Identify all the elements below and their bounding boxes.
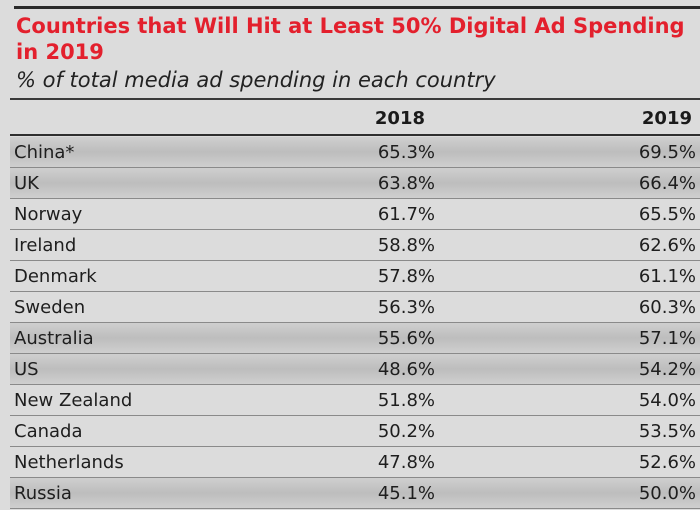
header-divider: [10, 134, 700, 136]
table-row: Sweden 56.3% 60.3%: [10, 292, 700, 323]
value-2018: 63.8%: [377, 173, 435, 194]
value-2018: 56.3%: [377, 297, 435, 318]
value-2018: 45.1%: [377, 483, 435, 504]
value-2019: 69.5%: [638, 142, 696, 163]
value-2019: 61.1%: [638, 266, 696, 287]
value-2019: 66.4%: [638, 173, 696, 194]
table-row: UK 63.8% 66.4%: [10, 168, 700, 199]
value-2019: 52.6%: [638, 452, 696, 473]
country-label: US: [14, 359, 39, 380]
table-row: New Zealand 51.8% 54.0%: [10, 385, 700, 416]
value-2018: 51.8%: [377, 390, 435, 411]
value-2018: 58.8%: [377, 235, 435, 256]
value-2019: 54.0%: [638, 390, 696, 411]
table-row: Ireland 58.8% 62.6%: [10, 230, 700, 261]
value-2019: 57.1%: [638, 328, 696, 349]
chart-subtitle: % of total media ad spending in each cou…: [16, 68, 496, 92]
country-label: Australia: [14, 328, 94, 349]
value-2018: 55.6%: [377, 328, 435, 349]
country-label: Canada: [14, 421, 83, 442]
value-2019: 65.5%: [638, 204, 696, 225]
country-label: Denmark: [14, 266, 97, 287]
value-2019: 60.3%: [638, 297, 696, 318]
table-row: Australia 55.6% 57.1%: [10, 323, 700, 354]
table-header: 2018 2019: [10, 104, 700, 134]
table-row: Netherlands 47.8% 52.6%: [10, 447, 700, 478]
data-table: China* 65.3% 69.5% UK 63.8% 66.4% Norway 61.7% 6…: [10, 137, 700, 509]
country-label: New Zealand: [14, 390, 133, 411]
value-2018: 61.7%: [377, 204, 435, 225]
country-label: UK: [14, 173, 39, 194]
table-row: US 48.6% 54.2%: [10, 354, 700, 385]
chart-title: Countries that Will Hit at Least 50% Dig…: [16, 14, 685, 64]
country-label: Ireland: [14, 235, 77, 256]
subtitle-divider: [10, 98, 700, 100]
table-row: Denmark 57.8% 61.1%: [10, 261, 700, 292]
column-header-2018: 2018: [374, 108, 425, 129]
value-2018: 48.6%: [377, 359, 435, 380]
value-2019: 50.0%: [638, 483, 696, 504]
value-2018: 65.3%: [377, 142, 435, 163]
country-label: Norway: [14, 204, 83, 225]
value-2019: 62.6%: [638, 235, 696, 256]
country-label: China*: [14, 142, 75, 163]
table-row: Canada 50.2% 53.5%: [10, 416, 700, 447]
table-row: China* 65.3% 69.5%: [10, 137, 700, 168]
table-row: Russia 45.1% 50.0%: [10, 478, 700, 509]
country-label: Russia: [14, 483, 72, 504]
value-2018: 50.2%: [377, 421, 435, 442]
country-label: Sweden: [14, 297, 86, 318]
value-2018: 57.8%: [377, 266, 435, 287]
table-row: Norway 61.7% 65.5%: [10, 199, 700, 230]
country-label: Netherlands: [14, 452, 124, 473]
value-2019: 54.2%: [638, 359, 696, 380]
value-2019: 53.5%: [638, 421, 696, 442]
value-2018: 47.8%: [377, 452, 435, 473]
top-rule: [14, 6, 700, 9]
column-header-2019: 2019: [641, 108, 692, 129]
